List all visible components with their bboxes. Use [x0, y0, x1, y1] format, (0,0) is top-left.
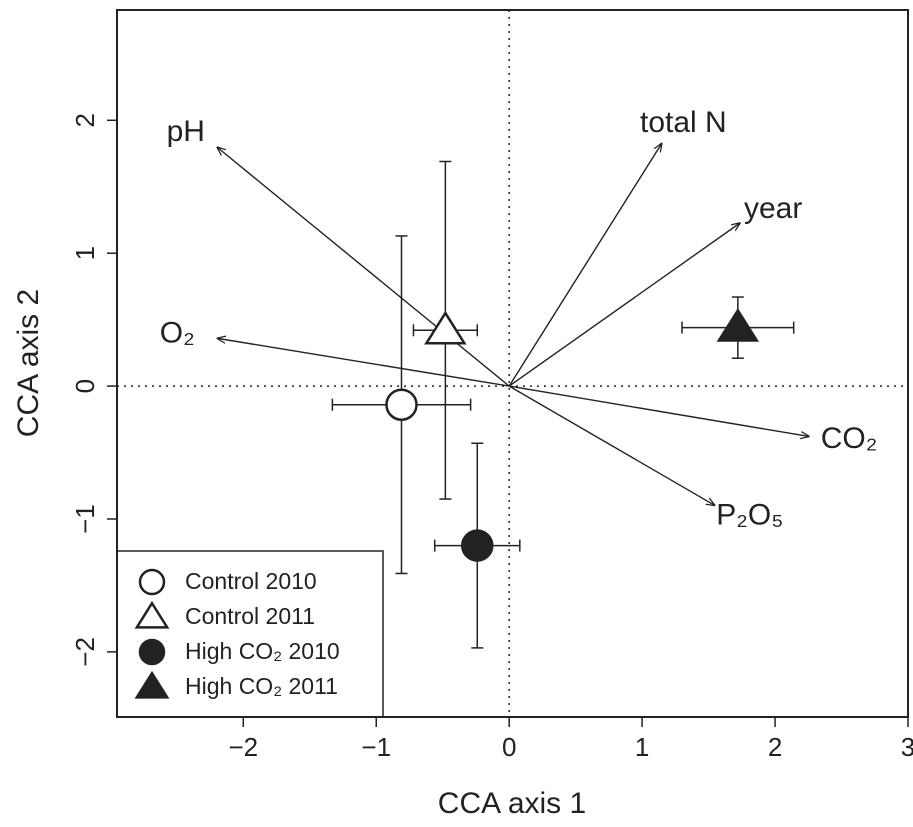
- point: [424, 310, 467, 345]
- vector-label: year: [744, 192, 802, 225]
- vector-arrow: [508, 143, 662, 387]
- y-tick-label: 2: [70, 113, 100, 127]
- y-axis-label: CCA axis 2: [12, 289, 45, 437]
- y-tick-label: 1: [70, 246, 100, 260]
- x-tick-label: 3: [901, 732, 913, 762]
- point: [461, 529, 494, 562]
- plot-frame: [116, 9, 909, 718]
- vector-label: total N: [640, 106, 727, 139]
- y-tick-label: −1: [70, 504, 100, 534]
- vector-arrow: [509, 385, 809, 437]
- vector-arrow: [508, 223, 740, 387]
- vector-label: O₂: [160, 317, 195, 350]
- y-tick-label: −2: [70, 637, 100, 667]
- vector-arrow: [508, 385, 715, 506]
- vector-label: CO₂: [821, 422, 878, 455]
- x-tick-label: 1: [635, 732, 649, 762]
- x-tick-label: −2: [228, 732, 258, 762]
- x-tick-label: 2: [768, 732, 782, 762]
- x-axis-label: CCA axis 1: [438, 787, 586, 820]
- legend-label: Control 2011: [185, 603, 315, 629]
- legend-marker: [138, 568, 166, 596]
- vector-arrow: [217, 147, 510, 387]
- legend-label: High CO₂ 2010: [185, 638, 340, 664]
- vector-label: pH: [167, 115, 205, 148]
- legend-label: Control 2010: [185, 568, 317, 594]
- legend-label: High CO₂ 2011: [185, 673, 338, 699]
- legend-marker: [134, 670, 170, 699]
- legend-marker: [138, 638, 166, 666]
- x-tick-label: −1: [361, 732, 391, 762]
- vector-arrow: [217, 338, 510, 387]
- legend-marker: [134, 600, 170, 629]
- y-tick-label: 0: [70, 379, 100, 393]
- vector-label: P₂O₅: [716, 499, 783, 532]
- x-tick-label: 0: [502, 732, 516, 762]
- point: [385, 388, 418, 421]
- point: [716, 308, 760, 342]
